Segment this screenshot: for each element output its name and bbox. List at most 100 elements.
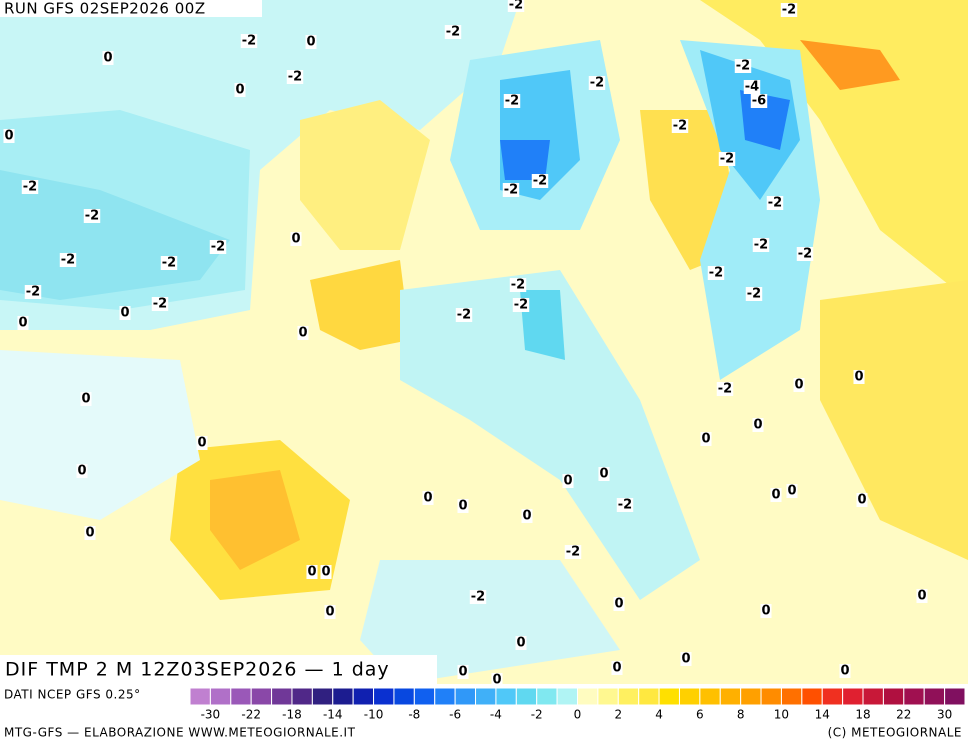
- contour-label-bg: [240, 34, 258, 48]
- header-box: [0, 0, 262, 17]
- contour-label-bg: [562, 474, 574, 488]
- contour-label: -2: [709, 266, 723, 281]
- contour-label: -2: [798, 247, 812, 262]
- contour-label-bg: [286, 70, 304, 84]
- contour-label-bg: [209, 240, 227, 254]
- contour-label-bg: [297, 326, 309, 340]
- contour-label-bg: [716, 382, 734, 396]
- contour-label-bg: [512, 298, 530, 312]
- colorbar-swatch: [719, 687, 742, 706]
- contour-label: 0: [81, 392, 90, 407]
- colorbar-swatch: [658, 687, 680, 706]
- source-label: DATI NCEP GFS 0.25°: [4, 688, 141, 702]
- contour-label: 0: [197, 436, 206, 451]
- colorbar-tick-label: -30: [201, 708, 221, 722]
- contour-label-bg: [752, 238, 770, 252]
- contour-label: 0: [306, 35, 315, 50]
- colorbar-swatch: [638, 687, 660, 706]
- contour-label: 0: [4, 129, 13, 144]
- colorbar-swatch: [842, 687, 864, 706]
- colorbar-tick-label: -10: [364, 708, 384, 722]
- contour-label: -2: [754, 238, 768, 253]
- contour-label: 0: [599, 467, 608, 482]
- contour-label-bg: [502, 183, 520, 197]
- colorbar-swatch: [495, 687, 517, 706]
- contour-label-bg: [3, 129, 15, 143]
- contour-labels: -2 -2 -2 -2 0 0 -2 -2 -4-6 -2 0 -2 0 -2 -2 -2 -2 -2 -2 -2 0 -…: [3, 0, 928, 688]
- contour-label: -2: [457, 308, 471, 323]
- contour-label: -2: [153, 297, 167, 312]
- colorbar-swatch: [699, 687, 721, 706]
- contour-label-bg: [671, 119, 689, 133]
- colorbar-swatch: [821, 687, 844, 706]
- colorbar-tick-label: 8: [737, 708, 745, 722]
- contour-label-bg: [119, 306, 131, 320]
- contour-label-bg: [455, 308, 473, 322]
- contour-label: 0: [840, 664, 849, 679]
- colorbar-tick-label: 22: [896, 708, 911, 722]
- colorbar-tick-label: -4: [490, 708, 502, 722]
- contour-label: -2: [768, 196, 782, 211]
- colorbar-swatch: [862, 687, 884, 706]
- contour-label: -4: [745, 80, 759, 95]
- contour-label: 0: [235, 83, 244, 98]
- colorbar-swatch: [597, 687, 619, 706]
- contour-label: 0: [761, 604, 770, 619]
- contour-label-bg: [734, 59, 752, 73]
- contour-label-bg: [588, 76, 606, 90]
- colorbar-tick-label: -22: [241, 708, 261, 722]
- contour-label-bg: [760, 604, 772, 618]
- contour-label-bg: [770, 488, 782, 502]
- contour-label: 0: [18, 316, 27, 331]
- credit-label: MTG-GFS — ELABORAZIONE WWW.METEOGIORNALE…: [4, 726, 356, 740]
- contour-label: 0: [614, 597, 623, 612]
- contour-label: 0: [612, 661, 621, 676]
- contour-label: -2: [511, 278, 525, 293]
- contour-label: 0: [423, 491, 432, 506]
- contour-label-bg: [21, 180, 39, 194]
- colorbar-swatch: [311, 687, 334, 706]
- contour-label: 0: [458, 499, 467, 514]
- contour-label-bg: [306, 565, 318, 579]
- colorbar-tick-label: 18: [855, 708, 870, 722]
- contour-label-bg: [509, 278, 527, 292]
- colorbar-swatch: [678, 687, 701, 706]
- contour-label-bg: [469, 590, 487, 604]
- contour-label-bg: [853, 370, 865, 384]
- contour-label: -2: [211, 240, 225, 255]
- contour-label-bg: [766, 196, 784, 210]
- contour-label: 0: [307, 565, 316, 580]
- colorbar-swatch: [393, 687, 415, 706]
- contour-label-bg: [59, 253, 77, 267]
- contour-label-bg: [700, 432, 712, 446]
- contour-label-bg: [564, 545, 582, 559]
- contour-label-bg: [916, 589, 928, 603]
- contour-label: 0: [701, 432, 710, 447]
- contour-label: 0: [321, 565, 330, 580]
- colorbar-tick-label: 10: [774, 708, 789, 722]
- colorbar-swatch: [454, 687, 477, 706]
- contour-label: -2: [747, 287, 761, 302]
- colorbar-swatch: [475, 687, 497, 706]
- contour-label: 0: [771, 488, 780, 503]
- contour-label-bg: [743, 80, 761, 94]
- colorbar-swatch: [760, 687, 782, 706]
- contour-label: 0: [563, 474, 572, 489]
- contour-label-bg: [598, 467, 610, 481]
- contour-label-bg: [83, 209, 101, 223]
- contour-label: 0: [291, 232, 300, 247]
- contour-label: -2: [242, 34, 256, 49]
- contour-label-bg: [320, 565, 332, 579]
- contour-label-bg: [457, 665, 469, 679]
- contour-label-bg: [745, 287, 763, 301]
- contour-label-bg: [503, 94, 521, 108]
- contour-label: 0: [120, 306, 129, 321]
- contour-label: 0: [681, 652, 690, 667]
- contour-label: 0: [794, 378, 803, 393]
- colorbar-swatch: [617, 687, 640, 706]
- contour-label-bg: [750, 94, 768, 108]
- contour-label-bg: [151, 297, 169, 311]
- contour-label: 0: [77, 464, 86, 479]
